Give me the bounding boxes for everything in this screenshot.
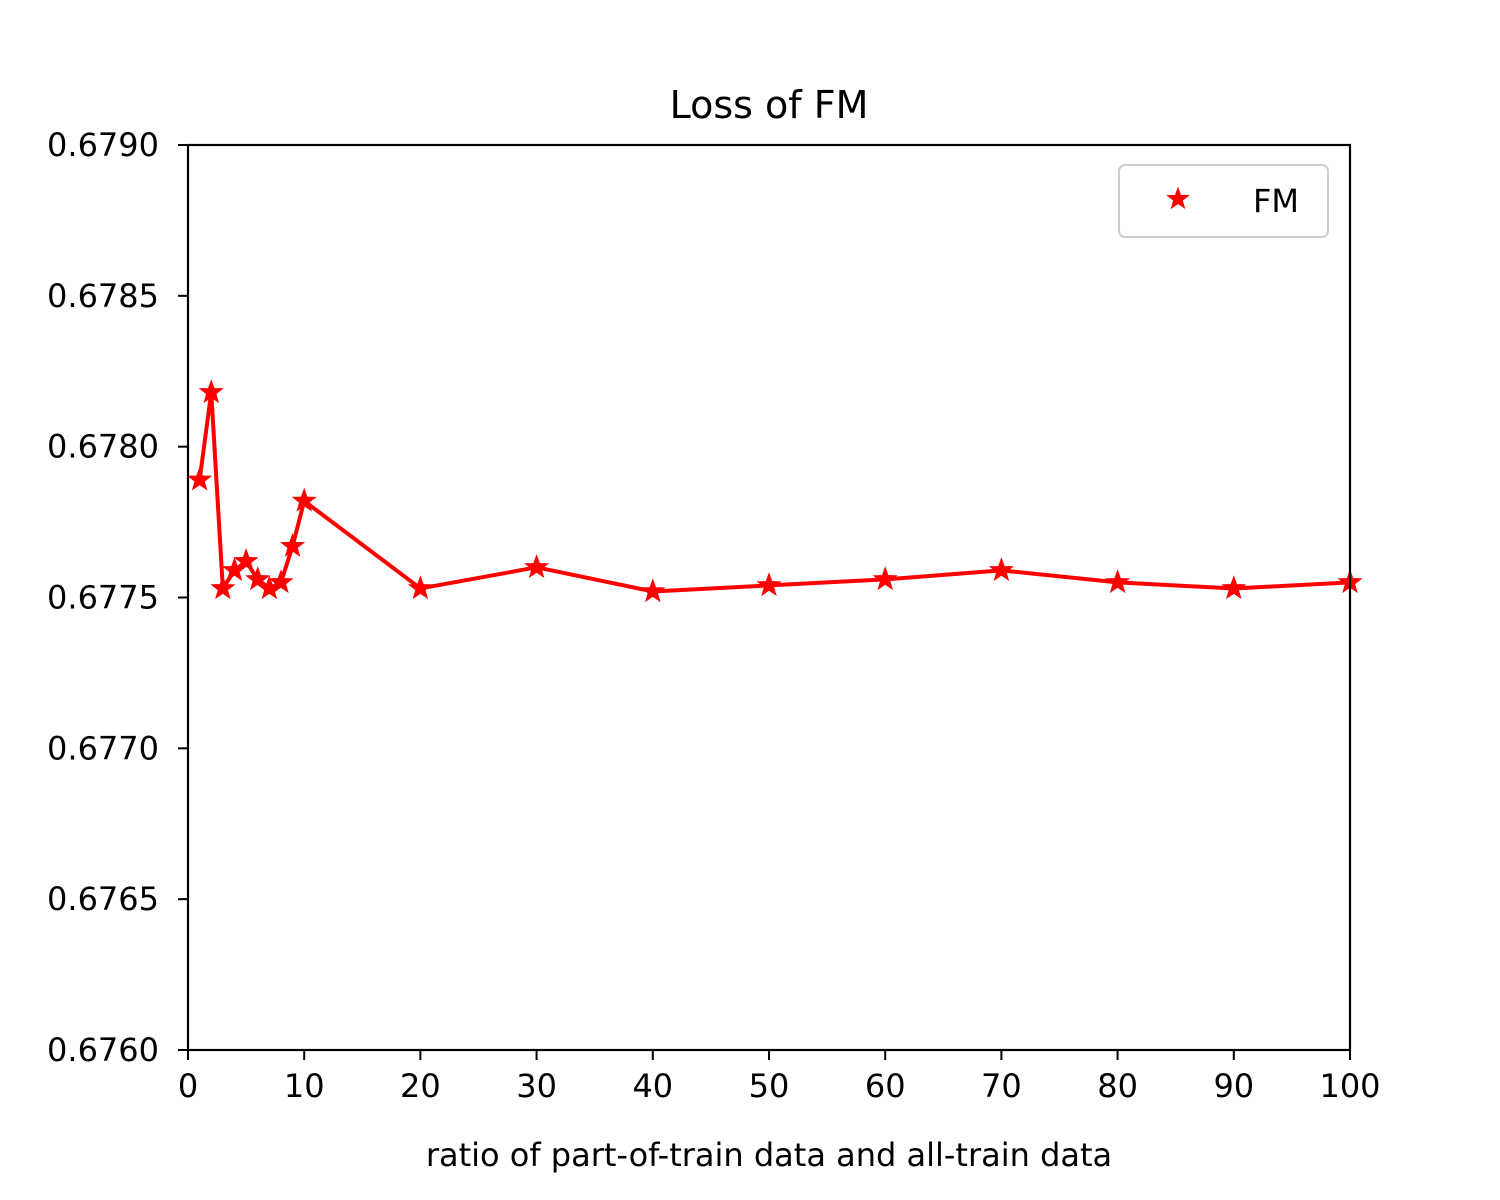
data-point-star — [756, 572, 782, 597]
x-tick-label: 100 — [1319, 1067, 1380, 1105]
y-tick-label: 0.6775 — [47, 579, 159, 617]
x-tick-label: 40 — [632, 1067, 673, 1105]
chart-title: Loss of FM — [670, 83, 869, 127]
legend-label: FM — [1253, 182, 1299, 220]
legend-box — [1118, 164, 1329, 238]
legend: FM — [1118, 164, 1329, 238]
y-tick-label: 0.6770 — [47, 729, 159, 767]
x-axis-ticks: 0 10 20 30 40 50 60 70 80 90 100 — [178, 1050, 1381, 1105]
series-layer — [187, 379, 1363, 603]
data-point-star — [233, 548, 259, 572]
x-tick-label: 30 — [516, 1067, 557, 1105]
data-point-star — [280, 533, 306, 557]
data-point-star — [872, 566, 898, 591]
x-tick-label: 10 — [284, 1067, 325, 1105]
x-tick-label: 90 — [1213, 1067, 1254, 1105]
x-tick-label: 20 — [400, 1067, 441, 1105]
data-point-star — [1105, 569, 1131, 594]
data-point-star — [524, 554, 550, 579]
data-point-star — [187, 466, 213, 491]
y-axis-ticks: 0.6760 0.6765 0.6770 0.6775 0.6780 0.6785 0.67… — [47, 126, 188, 1069]
y-tick-label: 0.6780 — [47, 428, 159, 466]
data-point-star — [245, 566, 271, 591]
y-tick-label: 0.6785 — [47, 277, 159, 315]
x-tick-label: 50 — [749, 1067, 790, 1105]
y-tick-label: 0.6765 — [47, 880, 159, 918]
y-tick-label: 0.6790 — [47, 126, 159, 164]
legend-star-icon — [1166, 186, 1190, 210]
x-axis-label: ratio of part-of-train data and all-trai… — [426, 1136, 1112, 1174]
data-point-star — [210, 575, 236, 600]
x-tick-label: 80 — [1097, 1067, 1138, 1105]
x-tick-label: 70 — [981, 1067, 1022, 1105]
data-point-star — [640, 578, 666, 603]
data-point-star — [1221, 575, 1247, 600]
data-point-star — [268, 569, 294, 594]
y-tick-label: 0.6760 — [47, 1031, 159, 1069]
data-point-star — [291, 487, 317, 512]
x-tick-label: 0 — [178, 1067, 198, 1105]
data-point-star — [407, 575, 433, 600]
x-tick-label: 60 — [865, 1067, 906, 1105]
data-point-star — [988, 557, 1014, 582]
data-point-star — [198, 379, 224, 404]
